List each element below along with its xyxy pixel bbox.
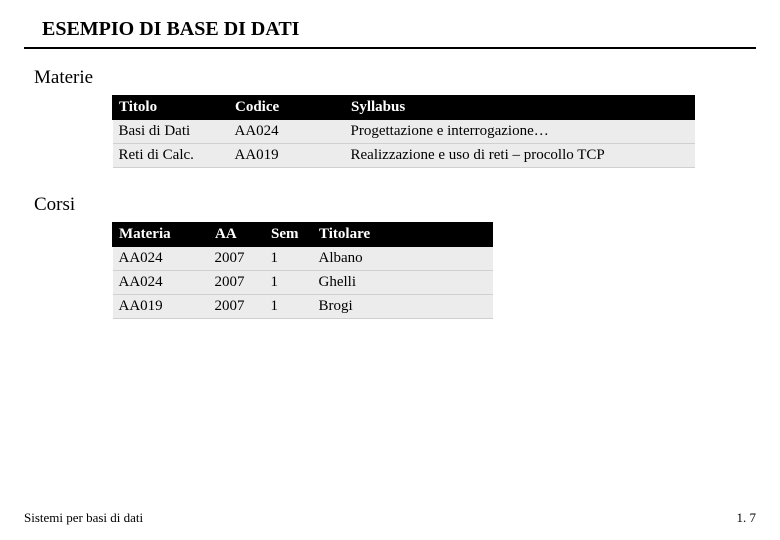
col-codice: Codice — [229, 96, 345, 120]
footer-left: Sistemi per basi di dati — [24, 510, 143, 526]
table-corsi: Materia AA Sem Titolare AA024 2007 1 Alb… — [112, 222, 493, 319]
cell: AA019 — [113, 295, 209, 319]
cell: 2007 — [209, 271, 265, 295]
cell: Brogi — [313, 295, 493, 319]
section-corsi-label: Corsi — [34, 194, 756, 216]
table-row: AA024 2007 1 Ghelli — [113, 271, 493, 295]
col-syllabus: Syllabus — [345, 96, 695, 120]
col-titolo: Titolo — [113, 96, 229, 120]
table-materie: Titolo Codice Syllabus Basi di Dati AA02… — [112, 95, 695, 168]
cell: Albano — [313, 247, 493, 271]
slide-title: ESEMPIO DI BASE DI DATI — [24, 18, 756, 49]
col-materia: Materia — [113, 223, 209, 247]
table-row: Basi di Dati AA024 Progettazione e inter… — [113, 120, 695, 144]
table-header-row: Materia AA Sem Titolare — [113, 223, 493, 247]
cell: 1 — [265, 271, 313, 295]
section-materie-label: Materie — [34, 67, 756, 89]
cell: AA024 — [113, 247, 209, 271]
table-row: AA024 2007 1 Albano — [113, 247, 493, 271]
cell: 2007 — [209, 295, 265, 319]
col-aa: AA — [209, 223, 265, 247]
cell: 1 — [265, 295, 313, 319]
cell: AA019 — [229, 144, 345, 168]
table-corsi-wrap: Materia AA Sem Titolare AA024 2007 1 Alb… — [24, 222, 756, 319]
table-row: Reti di Calc. AA019 Realizzazione e uso … — [113, 144, 695, 168]
table-row: AA019 2007 1 Brogi — [113, 295, 493, 319]
cell: AA024 — [113, 271, 209, 295]
cell: 1 — [265, 247, 313, 271]
cell: Basi di Dati — [113, 120, 229, 144]
cell: Realizzazione e uso di reti – procollo T… — [345, 144, 695, 168]
table-header-row: Titolo Codice Syllabus — [113, 96, 695, 120]
cell: AA024 — [229, 120, 345, 144]
col-sem: Sem — [265, 223, 313, 247]
footer-right: 1. 7 — [737, 510, 757, 526]
cell: Ghelli — [313, 271, 493, 295]
cell: 2007 — [209, 247, 265, 271]
table-materie-wrap: Titolo Codice Syllabus Basi di Dati AA02… — [24, 95, 756, 168]
cell: Progettazione e interrogazione… — [345, 120, 695, 144]
cell: Reti di Calc. — [113, 144, 229, 168]
col-titolare: Titolare — [313, 223, 493, 247]
